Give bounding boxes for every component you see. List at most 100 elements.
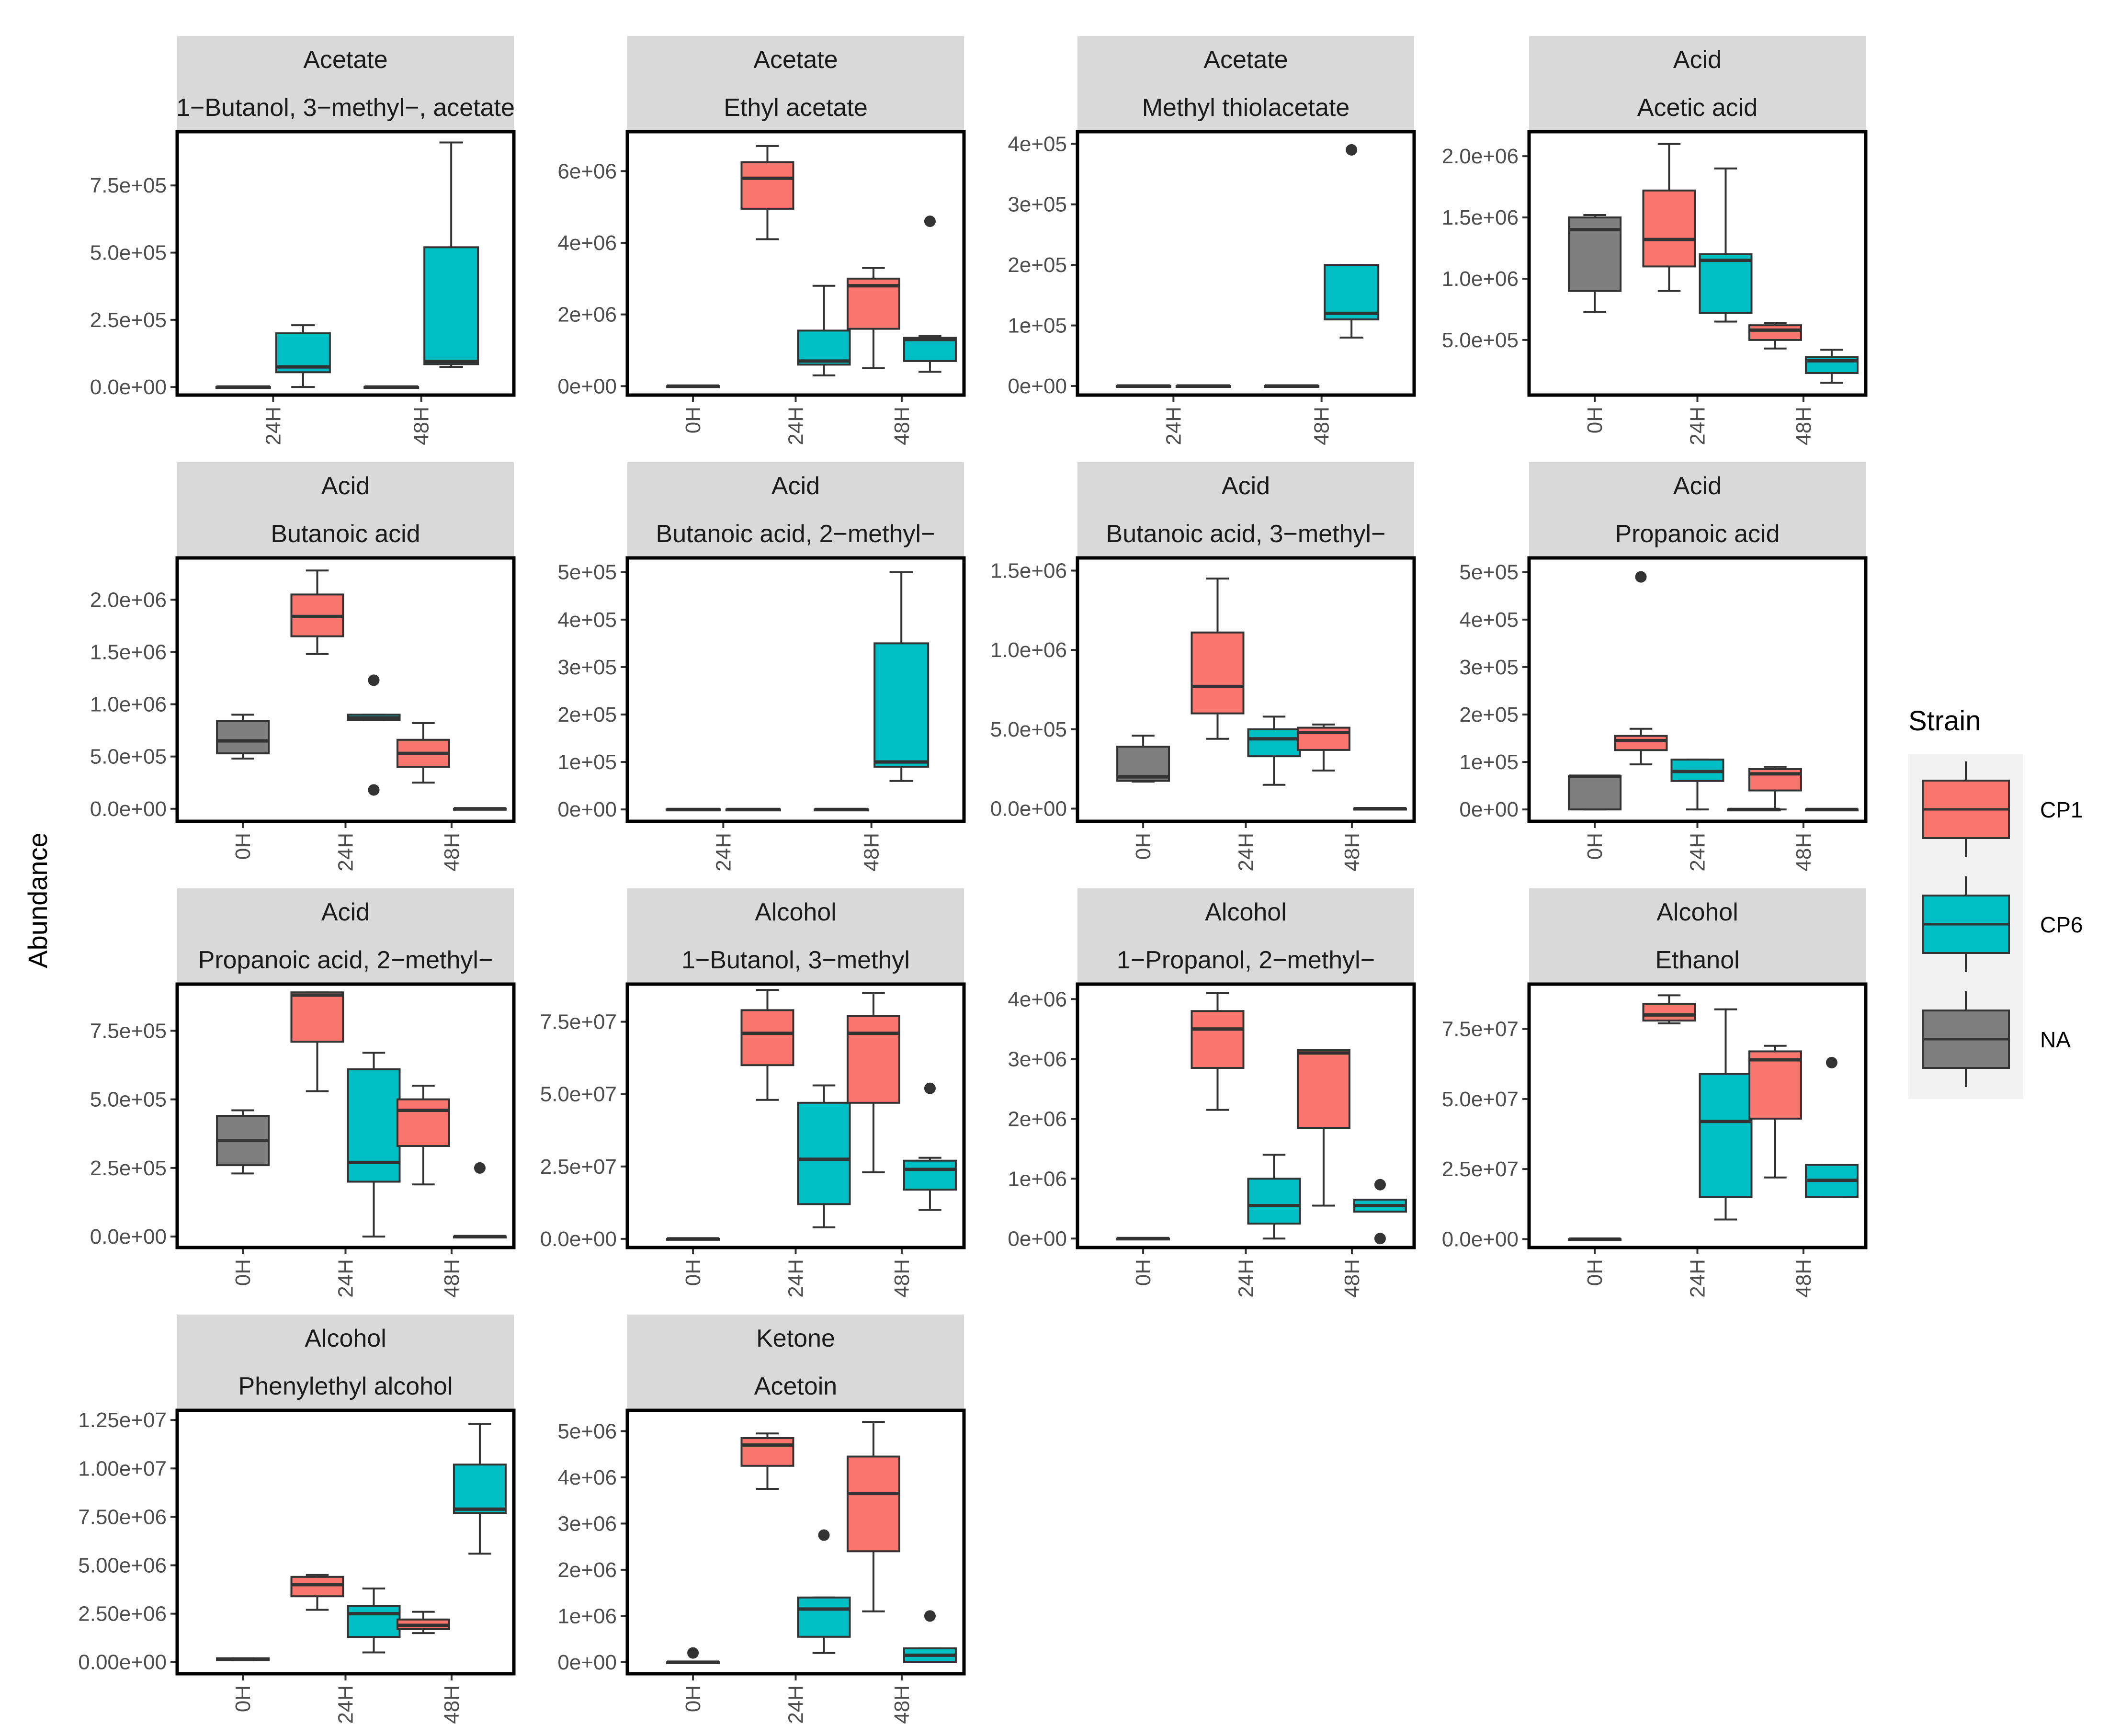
x-tick-label: 48H bbox=[1792, 407, 1815, 445]
strip-labels: Acetate 1−Butanol, 3−methyl−, acetate bbox=[176, 46, 515, 122]
box-cp1-48h bbox=[846, 267, 900, 369]
box-cp6-48h bbox=[453, 807, 507, 811]
box-cp1-24h bbox=[740, 1432, 794, 1490]
legend-key-cp1: CP1 bbox=[1922, 761, 2083, 857]
facet-strip bbox=[177, 36, 514, 132]
box-iqr bbox=[1614, 735, 1668, 751]
x-tick-label: 0H bbox=[1132, 833, 1155, 860]
box-na-0h bbox=[1568, 1237, 1622, 1241]
outlier-point bbox=[924, 216, 936, 227]
strip-labels: Alcohol Phenylethyl alcohol bbox=[238, 1325, 453, 1400]
facet-compound-label: Ethyl acetate bbox=[724, 94, 868, 122]
y-tick-label: 7.50e+06 bbox=[78, 1505, 167, 1529]
box-cp1-48h bbox=[396, 1084, 450, 1186]
x-tick-label: 0H bbox=[231, 1259, 255, 1286]
y-tick-label: 5e+05 bbox=[1459, 561, 1519, 584]
facet-strip bbox=[627, 1315, 964, 1410]
facet-group-label: Alcohol bbox=[1656, 898, 1738, 926]
facet-strip bbox=[1529, 462, 1866, 558]
box-cp6-48h bbox=[453, 1162, 507, 1239]
box-iqr bbox=[1642, 189, 1696, 268]
box-iqr bbox=[846, 1455, 900, 1553]
strip-labels: Acid Propanoic acid bbox=[1615, 472, 1780, 548]
x-tick-label: 24H bbox=[334, 833, 358, 872]
y-tick-label: 5.0e+05 bbox=[90, 745, 167, 769]
x-tick-label: 0H bbox=[231, 833, 255, 860]
y-tick-label: 1.0e+06 bbox=[990, 638, 1067, 662]
y-tick-label: 3e+06 bbox=[557, 1512, 617, 1535]
box-na-0h bbox=[1116, 735, 1170, 783]
box-iqr bbox=[1247, 1178, 1301, 1225]
facet-group-label: Alcohol bbox=[305, 1325, 386, 1352]
strip-labels: Acid Butanoic acid, 3−methyl− bbox=[1106, 472, 1386, 548]
x-tick-label: 24H bbox=[784, 1685, 808, 1724]
facet-compound-label: Acetoin bbox=[754, 1373, 837, 1400]
box-na-0h bbox=[666, 384, 720, 388]
panel-border bbox=[1076, 130, 1416, 397]
facet-strip bbox=[627, 36, 964, 132]
box-iqr bbox=[903, 337, 957, 362]
y-tick-label: 2e+05 bbox=[1008, 253, 1067, 277]
y-tick-label: 0e+00 bbox=[1459, 798, 1519, 821]
x-tick-label: 24H bbox=[1686, 407, 1710, 445]
box-cp1-24h bbox=[290, 569, 344, 655]
box-iqr bbox=[1247, 728, 1301, 758]
y-tick-label: 5.0e+05 bbox=[90, 1088, 167, 1112]
facet-strip bbox=[627, 888, 964, 984]
y-tick-label: 1.0e+06 bbox=[90, 693, 167, 716]
outlier-point bbox=[818, 1529, 830, 1541]
panel-methyl-thiolacetate: Acetate Methyl thiolacetate 0e+00 1e+05 2e+0… bbox=[1008, 36, 1416, 445]
x-tick-label: 48H bbox=[440, 1259, 464, 1298]
box-iqr bbox=[1748, 324, 1802, 341]
outlier-point bbox=[1346, 144, 1358, 156]
panel-1-propanol-2-methyl-: Alcohol 1−Propanol, 2−methyl− 0e+00 1e+06 2e… bbox=[1008, 888, 1416, 1298]
panel-border bbox=[1527, 556, 1868, 823]
y-tick-label: 1.00e+07 bbox=[78, 1457, 167, 1480]
strip-labels: Acid Propanoic acid, 2−methyl− bbox=[198, 898, 493, 974]
box-iqr bbox=[873, 642, 930, 768]
box-na-48h bbox=[814, 807, 870, 812]
box-iqr bbox=[1191, 1010, 1245, 1069]
panel-butanoic-acid-3-methyl-: Acid Butanoic acid, 3−methyl− 0.0e+00 5.0e+… bbox=[990, 462, 1416, 872]
facet-strip bbox=[1529, 888, 1866, 984]
facet-group-label: Acid bbox=[1673, 472, 1722, 500]
facet-strip bbox=[1529, 36, 1866, 132]
box-cp6-48h bbox=[903, 216, 957, 373]
outlier-point bbox=[924, 1082, 936, 1094]
strip-labels: Acetate Methyl thiolacetate bbox=[1142, 46, 1350, 122]
facet-strip bbox=[1077, 888, 1414, 984]
x-tick-label: 24H bbox=[1235, 833, 1258, 872]
box-cp1-48h bbox=[846, 1421, 900, 1612]
box-cp1-24h bbox=[1191, 992, 1245, 1111]
y-tick-label: 0.0e+00 bbox=[1442, 1227, 1519, 1251]
panel-border bbox=[1527, 982, 1868, 1249]
box-iqr bbox=[290, 991, 344, 1043]
panel-border bbox=[625, 982, 966, 1249]
box-cp6-48h bbox=[1804, 807, 1859, 812]
facet-compound-label: 1−Butanol, 3−methyl−, acetate bbox=[176, 94, 515, 122]
x-tick-label: 24H bbox=[1162, 407, 1185, 445]
facet-group-label: Acid bbox=[321, 898, 370, 926]
box-cp6-48h bbox=[903, 1610, 957, 1663]
box-iqr bbox=[797, 1596, 851, 1638]
facet-compound-label: 1−Butanol, 3−methyl bbox=[681, 946, 910, 974]
box-cp6-48h bbox=[1804, 349, 1859, 384]
y-tick-label: 7.5e+05 bbox=[90, 174, 167, 197]
box-iqr bbox=[797, 329, 851, 366]
x-tick-label: 0H bbox=[1583, 407, 1607, 433]
box-na-0h bbox=[666, 1237, 720, 1241]
box-iqr bbox=[1642, 1002, 1696, 1022]
y-tick-label: 0e+00 bbox=[1008, 1227, 1067, 1250]
panel-butanoic-acid: Acid Butanoic acid 0.0e+00 5.0e+05 1.0e+06 1.… bbox=[90, 462, 516, 872]
box-cp6-48h bbox=[423, 141, 479, 368]
x-tick-label: 0H bbox=[1132, 1259, 1155, 1286]
y-tick-label: 1e+06 bbox=[557, 1604, 617, 1628]
panel-border bbox=[1527, 130, 1868, 397]
facet-group-label: Acid bbox=[1673, 46, 1722, 74]
y-tick-label: 2.0e+06 bbox=[1442, 145, 1519, 168]
y-tick-label: 5e+06 bbox=[557, 1419, 617, 1443]
box-cp6-24h bbox=[1175, 384, 1231, 388]
x-tick-label: 48H bbox=[890, 407, 914, 445]
box-iqr bbox=[846, 1015, 900, 1104]
box-cp6-48h bbox=[1324, 144, 1380, 339]
